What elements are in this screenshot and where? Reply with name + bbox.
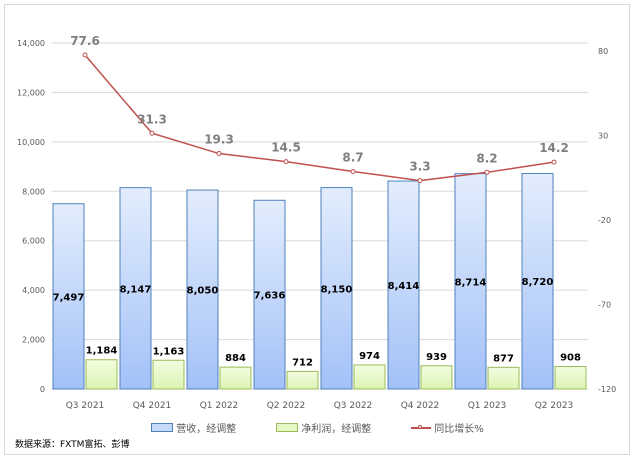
profit-data-label: 908 [560, 353, 581, 364]
growth-data-label: 77.6 [70, 34, 100, 48]
growth-data-label: 8.2 [476, 151, 497, 165]
revenue-bar [521, 172, 554, 390]
profit-bar [420, 365, 453, 390]
revenue-bar [186, 189, 219, 390]
y-right-tick-label: -120 [598, 385, 616, 394]
growth-data-label: 3.3 [409, 160, 430, 174]
profit-bar [286, 370, 319, 390]
profit-data-label: 884 [225, 353, 246, 364]
y-left-tick-label: 6,000 [22, 237, 45, 246]
growth-data-label: 14.2 [539, 141, 569, 155]
growth-point [149, 130, 155, 136]
revenue-bar [119, 187, 152, 390]
legend-label: 营收，经调整 [176, 424, 237, 435]
legend-swatch-profit [276, 423, 299, 432]
profit-data-label: 939 [426, 352, 447, 363]
y-left-tick-label: 12,000 [17, 88, 45, 97]
profit-bar [487, 366, 520, 390]
legend-swatch-revenue [151, 423, 174, 432]
revenue-bar [387, 180, 420, 390]
profit-data-label: 877 [493, 353, 514, 364]
y-right-tick-label: 30 [598, 131, 608, 140]
revenue-bar [253, 199, 286, 390]
profit-bar [85, 359, 118, 390]
profit-data-label: 1,163 [153, 346, 185, 357]
growth-point [283, 159, 289, 165]
x-tick-label: Q4 2021 [133, 401, 172, 411]
growth-data-label: 8.7 [342, 150, 363, 164]
revenue-data-label: 8,720 [522, 277, 554, 288]
revenue-data-label: 8,150 [321, 284, 353, 295]
profit-data-label: 1,184 [86, 346, 118, 357]
profit-bar [554, 366, 587, 390]
revenue-bar [454, 173, 487, 390]
x-tick-label: Q4 2022 [401, 401, 440, 411]
legend: 营收，经调整 净利润，经调整 同比增长% [0, 420, 635, 435]
revenue-data-label: 8,714 [455, 277, 487, 288]
growth-point [350, 168, 356, 174]
growth-data-label: 19.3 [204, 133, 234, 147]
legend-item-profit: 净利润，经调整 [276, 420, 371, 435]
x-tick-label: Q3 2021 [66, 401, 105, 411]
y-left-tick-label: 10,000 [17, 138, 45, 147]
growth-data-label: 31.3 [137, 112, 167, 126]
y-right-tick-label: -20 [598, 216, 611, 225]
growth-point [551, 159, 557, 165]
y-right-tick-label: -70 [598, 300, 611, 309]
x-tick-label: Q2 2022 [267, 401, 306, 411]
legend-swatch-growth [411, 424, 432, 429]
profit-bar [219, 366, 252, 390]
y-right-tick-label: 80 [598, 47, 608, 56]
growth-point [216, 151, 222, 157]
growth-point [484, 169, 490, 175]
growth-point [82, 52, 88, 58]
x-tick-label: Q1 2022 [200, 401, 239, 411]
growth-line [84, 54, 555, 182]
revenue-data-label: 7,497 [53, 292, 85, 303]
source-note: 数据来源：FXTM富拓、彭博 [15, 440, 130, 450]
legend-item-growth: 同比增长% [411, 420, 484, 435]
legend-label: 净利润，经调整 [301, 424, 372, 435]
y-left-tick-label: 8,000 [22, 187, 45, 196]
profit-data-label: 712 [292, 357, 313, 368]
y-left-tick-label: 4,000 [22, 286, 45, 295]
revenue-data-label: 8,414 [388, 281, 420, 292]
profit-bar [353, 364, 386, 390]
y-left-tick-label: 2,000 [22, 336, 45, 345]
revenue-data-label: 8,050 [187, 286, 219, 297]
growth-data-label: 14.5 [271, 141, 301, 155]
revenue-bar [52, 203, 85, 390]
y-left-tick-label: 0 [40, 385, 45, 394]
revenue-data-label: 8,147 [120, 284, 152, 295]
legend-item-revenue: 营收，经调整 [151, 420, 236, 435]
x-tick-label: Q1 2023 [468, 401, 507, 411]
profit-bar [152, 359, 185, 390]
chart-frame [4, 4, 630, 455]
x-tick-label: Q3 2022 [334, 401, 373, 411]
revenue-data-label: 7,636 [254, 291, 286, 302]
growth-point [417, 178, 423, 184]
legend-label: 同比增长% [434, 424, 484, 435]
revenue-bar [320, 187, 353, 390]
profit-data-label: 974 [359, 351, 380, 362]
x-tick-label: Q2 2023 [535, 401, 574, 411]
y-left-tick-label: 14,000 [17, 39, 45, 48]
